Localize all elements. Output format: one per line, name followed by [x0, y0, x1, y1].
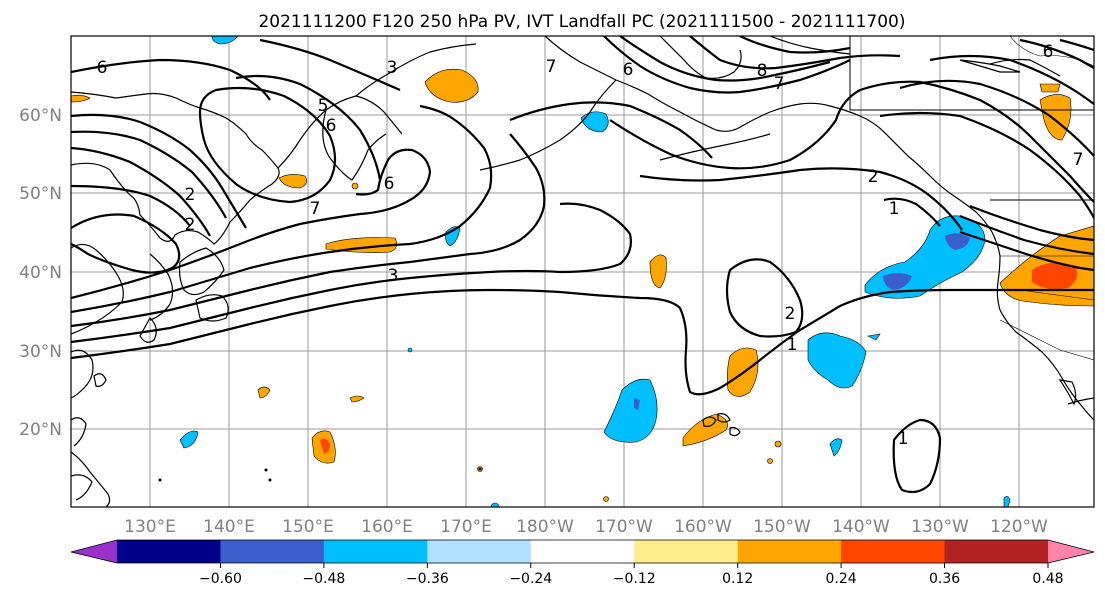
lon-label: 130°E: [124, 517, 176, 537]
contour-label: 6: [326, 116, 337, 136]
lon-label: 160°E: [361, 517, 413, 537]
colorbar-segment: [841, 540, 946, 563]
contour-label: 2: [868, 167, 879, 187]
lon-label: 180°W: [516, 517, 574, 537]
colorbar-segment: [427, 540, 532, 563]
colorbar-extend-high: [1048, 540, 1094, 563]
contour-label: 5: [318, 96, 329, 116]
figure-title: 2021111200 F120 250 hPa PV, IVT Landfall…: [258, 12, 905, 32]
contour-label: 3: [387, 58, 398, 78]
colorbar-segment: [944, 540, 1049, 563]
contour-label: 7: [546, 57, 557, 77]
ivt-shading-positive: [71, 68, 1094, 502]
lon-label: 140°E: [203, 517, 255, 537]
colorbar-tick-label: −0.36: [406, 571, 449, 587]
contour-label: 1: [787, 335, 798, 355]
longitude-labels: 130°E 140°E 150°E 160°E 170°E 180°W 170°…: [124, 517, 1048, 537]
ivt-shading-negative: [179, 36, 1011, 507]
lon-label: 150°E: [282, 517, 334, 537]
colorbar-tick-label: 0.36: [929, 571, 960, 587]
contour-label: 8: [757, 61, 768, 81]
colorbar-tick-label: −0.24: [509, 571, 552, 587]
colorbar-extend-low: [71, 540, 117, 563]
pv-contours: [71, 36, 1094, 494]
contour-label: 6: [97, 58, 108, 78]
latitude-labels: 60°N 50°N 40°N 30°N 20°N: [19, 106, 62, 440]
contour-labels: 6 3 6 8 7 6 5 6 7 2 1 2 7 2 3 2 1 1 7 6: [97, 42, 1084, 449]
contour-label: 2: [785, 304, 796, 324]
colorbar-tick-label: −0.12: [613, 571, 656, 587]
map-panel: 6 3 6 8 7 6 5 6 7 2 1 2 7 2 3 2 1 1 7 6: [70, 35, 1095, 508]
contour-label: 3: [388, 266, 399, 286]
lat-label: 20°N: [19, 420, 62, 440]
colorbar-tick-label: −0.60: [199, 571, 242, 587]
lat-label: 60°N: [19, 106, 62, 126]
lon-label: 170°E: [440, 517, 492, 537]
contour-label: 1: [889, 199, 900, 219]
contour-label: 2: [185, 185, 196, 205]
lon-label: 120°W: [990, 517, 1048, 537]
contour-label: 6: [623, 60, 634, 80]
colorbar-segment: [634, 540, 739, 563]
colorbar-tick-label: −0.48: [302, 571, 345, 587]
colorbar-segment: [323, 540, 428, 563]
lon-label: 170°W: [595, 517, 653, 537]
colorbar-tick-label: 0.24: [826, 571, 857, 587]
colorbar-tick-label: 0.48: [1032, 571, 1063, 587]
colorbar-segment: [737, 540, 842, 563]
lon-label: 150°W: [753, 517, 811, 537]
contour-label: 7: [310, 199, 321, 219]
map-frame: [70, 35, 1095, 508]
contour-label: 6: [1043, 42, 1054, 62]
contour-label: 7: [774, 74, 785, 94]
lon-label: 130°W: [911, 517, 969, 537]
contour-label: 1: [898, 429, 909, 449]
lat-label: 50°N: [19, 184, 62, 204]
lon-label: 140°W: [832, 517, 890, 537]
colorbar-segment: [530, 540, 635, 563]
colorbar: −0.60 −0.48 −0.36 −0.24 −0.12 0.12 0.24 0.36 0.4…: [70, 539, 1095, 587]
colorbar-segment: [220, 540, 325, 563]
lon-label: 160°W: [674, 517, 732, 537]
contour-label: 2: [185, 215, 196, 235]
lat-label: 30°N: [19, 342, 62, 362]
colorbar-segment: [117, 540, 221, 563]
contour-label: 6: [384, 174, 395, 194]
colorbar-outline: [70, 539, 1095, 564]
contour-label: 7: [1073, 150, 1084, 170]
lat-label: 40°N: [19, 263, 62, 283]
colorbar-tick-label: 0.12: [722, 571, 753, 587]
